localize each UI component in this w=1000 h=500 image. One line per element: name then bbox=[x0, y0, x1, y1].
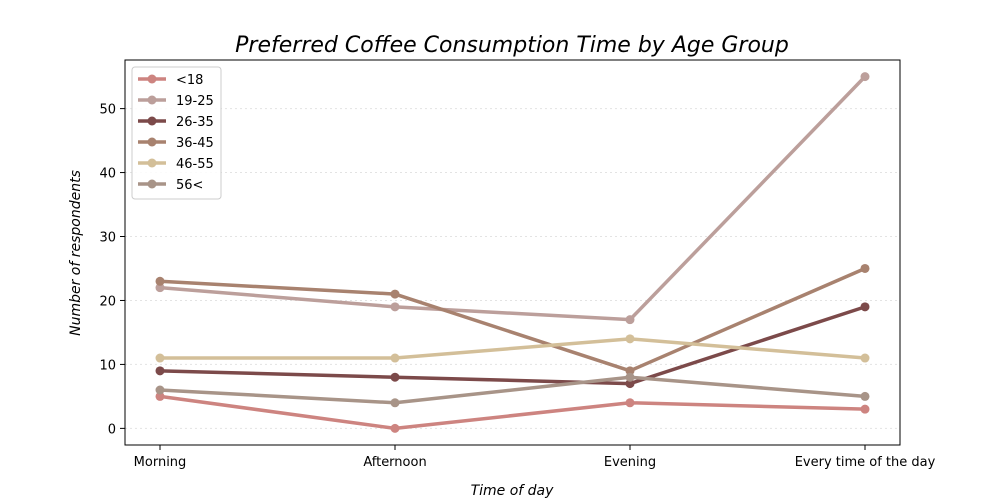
legend-marker bbox=[147, 179, 157, 189]
legend-label: <18 bbox=[176, 73, 203, 88]
series-26-35 bbox=[155, 302, 870, 389]
data-point bbox=[155, 353, 165, 363]
axis-ticks: 0 10 20 30 40 50 Morning Afternoon Evening Every … bbox=[99, 103, 935, 470]
data-point bbox=[625, 379, 635, 389]
plot-frame bbox=[124, 59, 901, 446]
data-point bbox=[390, 423, 400, 433]
y-tick-label: 50 bbox=[99, 103, 116, 118]
data-point bbox=[860, 263, 870, 273]
y-tick-label: 30 bbox=[99, 231, 116, 246]
legend-label: 46-55 bbox=[176, 157, 214, 172]
series-line bbox=[159, 305, 866, 386]
legend-item: 19-25 bbox=[138, 94, 214, 109]
legend-item: 36-45 bbox=[138, 136, 214, 151]
series-line bbox=[159, 75, 867, 322]
data-point bbox=[860, 72, 870, 82]
data-point bbox=[390, 302, 400, 312]
data-point bbox=[155, 385, 165, 395]
series-line bbox=[159, 266, 866, 373]
y-tick-label: 10 bbox=[99, 358, 116, 373]
x-axis-label: Time of day bbox=[471, 483, 555, 499]
legend-item: <18 bbox=[138, 73, 203, 88]
series-19-25 bbox=[155, 72, 870, 325]
legend-label: 26-35 bbox=[176, 115, 214, 130]
legend-label: 56< bbox=[176, 178, 203, 193]
series-56< bbox=[155, 372, 870, 408]
legend-label: 19-25 bbox=[176, 94, 214, 109]
legend-marker bbox=[147, 95, 157, 105]
data-point bbox=[860, 404, 870, 414]
data-point bbox=[860, 302, 870, 312]
data-point bbox=[625, 334, 635, 344]
series-line bbox=[160, 337, 866, 360]
data-point bbox=[625, 398, 635, 408]
x-tick-label: Morning bbox=[134, 455, 187, 470]
data-point bbox=[625, 315, 635, 325]
data-point bbox=[155, 366, 165, 376]
data-point bbox=[860, 391, 870, 401]
legend-marker bbox=[147, 116, 157, 126]
series-lines bbox=[155, 72, 870, 433]
x-tick-label: Afternoon bbox=[363, 455, 426, 470]
x-tick-label: Evening bbox=[604, 455, 656, 470]
legend-marker bbox=[147, 158, 157, 168]
legend-marker bbox=[147, 137, 157, 147]
legend: <18 19-25 26-35 36-45 46-55 56< bbox=[131, 66, 222, 200]
data-point bbox=[390, 372, 400, 382]
data-point bbox=[625, 366, 635, 376]
series-36-45 bbox=[155, 263, 870, 376]
chart-title: Preferred Coffee Consumption Time by Age… bbox=[235, 33, 789, 58]
data-point bbox=[155, 276, 165, 286]
legend-item: 46-55 bbox=[138, 157, 214, 172]
y-tick-label: 40 bbox=[99, 167, 116, 182]
y-axis-label: Number of respondents bbox=[68, 170, 84, 336]
y-tick-label: 0 bbox=[108, 422, 116, 437]
legend-item: 56< bbox=[138, 178, 203, 193]
legend-label: 36-45 bbox=[176, 136, 214, 151]
series-<18 bbox=[155, 391, 870, 433]
data-point bbox=[390, 289, 400, 299]
data-point bbox=[625, 372, 635, 382]
data-point bbox=[860, 353, 870, 363]
series-46-55 bbox=[155, 334, 870, 363]
data-point bbox=[155, 283, 165, 293]
legend-item: 26-35 bbox=[138, 115, 214, 130]
data-point bbox=[390, 353, 400, 363]
data-point bbox=[390, 398, 400, 408]
y-tick-label: 20 bbox=[99, 294, 116, 309]
data-point bbox=[155, 391, 165, 401]
series-line bbox=[159, 375, 866, 405]
legend-marker bbox=[147, 74, 157, 84]
series-line bbox=[159, 394, 866, 431]
x-tick-label: Every time of the day bbox=[795, 455, 936, 470]
